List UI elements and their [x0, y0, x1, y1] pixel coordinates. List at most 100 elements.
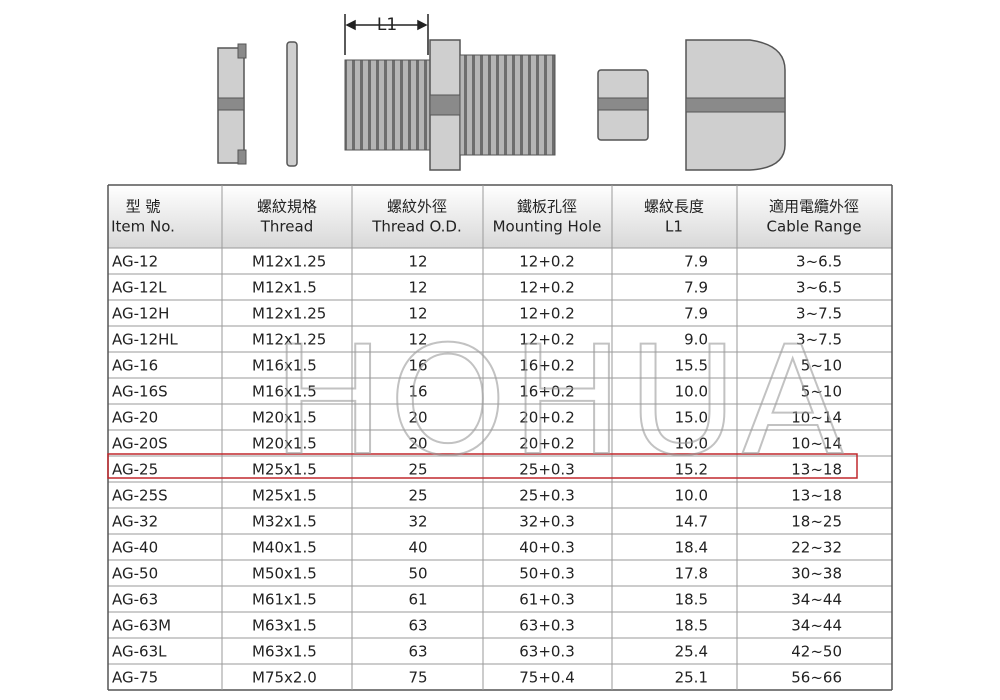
- cell: 5~10: [801, 383, 842, 401]
- cell: 5~10: [801, 357, 842, 375]
- watermark: HOHUA: [272, 315, 848, 489]
- cell: 25: [408, 487, 427, 505]
- cell: 18.5: [675, 591, 708, 609]
- cell: 20: [408, 409, 427, 427]
- cell: 10.0: [675, 435, 708, 453]
- cell: M40x1.5: [252, 539, 317, 557]
- cell: 7.9: [684, 305, 708, 323]
- cell: 18.5: [675, 617, 708, 635]
- cell: 63+0.3: [519, 643, 575, 661]
- cell: 16: [408, 357, 427, 375]
- cell: 18~25: [791, 513, 842, 531]
- cell: 42~50: [791, 643, 842, 661]
- cell: AG-16: [112, 357, 158, 375]
- cell: 16+0.2: [519, 383, 575, 401]
- header-label: 螺紋長度: [644, 198, 704, 216]
- header-label: 螺紋外徑: [387, 198, 447, 216]
- cell: 20+0.2: [519, 409, 575, 427]
- cell: AG-16S: [112, 383, 168, 401]
- cell: 25+0.3: [519, 487, 575, 505]
- cell: M12x1.25: [252, 305, 326, 323]
- cell: AG-20: [112, 409, 158, 427]
- cell: AG-12: [112, 253, 158, 271]
- cell: 32: [408, 513, 427, 531]
- cell: 17.8: [675, 565, 708, 583]
- cell: AG-32: [112, 513, 158, 531]
- cell: 56~66: [791, 669, 842, 687]
- row-highlight: [107, 453, 858, 479]
- cell: M16x1.5: [252, 383, 317, 401]
- cell: 12+0.2: [519, 253, 575, 271]
- header-label: 鐵板孔徑: [517, 198, 577, 216]
- cell: 61: [408, 591, 427, 609]
- cell: 32+0.3: [519, 513, 575, 531]
- cell: M12x1.5: [252, 279, 317, 297]
- spec-table: 型 號 Item No. 螺紋規格 Thread 螺紋外徑 Thread O.D. 鐵板孔徑…: [107, 184, 893, 691]
- header-background: [108, 185, 892, 248]
- cell: 61+0.3: [519, 591, 575, 609]
- cell: 63: [408, 643, 427, 661]
- cell: 75+0.4: [519, 669, 575, 687]
- cell: M16x1.5: [252, 357, 317, 375]
- cell: 15.0: [675, 409, 708, 427]
- cell: 40: [408, 539, 427, 557]
- cell: 13~18: [791, 461, 842, 479]
- cell: M12x1.25: [252, 253, 326, 271]
- cell: M75x2.0: [252, 669, 317, 687]
- cell: AG-75: [112, 669, 158, 687]
- cell: 16+0.2: [519, 357, 575, 375]
- cell: 9.0: [684, 331, 708, 349]
- cell: M63x1.5: [252, 617, 317, 635]
- cell: M25x1.5: [252, 461, 317, 479]
- header-label: 適用電纜外徑: [769, 198, 859, 216]
- cell: 75: [408, 669, 427, 687]
- cell: AG-63L: [112, 643, 167, 661]
- cell: 34~44: [791, 617, 842, 635]
- cell: AG-25S: [112, 487, 168, 505]
- header-label: 螺紋規格: [257, 198, 317, 216]
- cell: AG-12HL: [112, 331, 178, 349]
- cell: 10.0: [675, 383, 708, 401]
- cell: 25+0.3: [519, 461, 575, 479]
- cell: 30~38: [791, 565, 842, 583]
- cell: 7.9: [684, 279, 708, 297]
- cell: AG-40: [112, 539, 158, 557]
- cell: 3~6.5: [796, 279, 842, 297]
- cell: M32x1.5: [252, 513, 317, 531]
- product-diagram: L1: [217, 14, 786, 171]
- header-label: Thread: [260, 218, 313, 236]
- cell: 12+0.2: [519, 331, 575, 349]
- cell: 12: [408, 279, 427, 297]
- cell: AG-50: [112, 565, 158, 583]
- cell: M12x1.25: [252, 331, 326, 349]
- cell: AG-63: [112, 591, 158, 609]
- cell: M20x1.5: [252, 435, 317, 453]
- cell: 15.2: [675, 461, 708, 479]
- cell: 3~7.5: [796, 331, 842, 349]
- cell: 12: [408, 305, 427, 323]
- cell: 12: [408, 253, 427, 271]
- cell: M63x1.5: [252, 643, 317, 661]
- cell: 25: [408, 461, 427, 479]
- cell: AG-12L: [112, 279, 167, 297]
- cell: 14.7: [675, 513, 708, 531]
- cell: M25x1.5: [252, 487, 317, 505]
- header-label: Thread O.D.: [371, 218, 462, 236]
- cell: 7.9: [684, 253, 708, 271]
- cell: 25.1: [675, 669, 708, 687]
- header-label: L1: [665, 218, 683, 236]
- cell: 34~44: [791, 591, 842, 609]
- cell: 25.4: [675, 643, 708, 661]
- cell: 50: [408, 565, 427, 583]
- cell: 3~7.5: [796, 305, 842, 323]
- cell: AG-20S: [112, 435, 168, 453]
- header-label: Item No.: [111, 218, 175, 236]
- cell: 3~6.5: [796, 253, 842, 271]
- header-label: 型 號: [126, 198, 161, 216]
- cell: 10~14: [791, 435, 842, 453]
- cell: 63+0.3: [519, 617, 575, 635]
- cell: M61x1.5: [252, 591, 317, 609]
- cell: AG-63M: [112, 617, 171, 635]
- cell: 20: [408, 435, 427, 453]
